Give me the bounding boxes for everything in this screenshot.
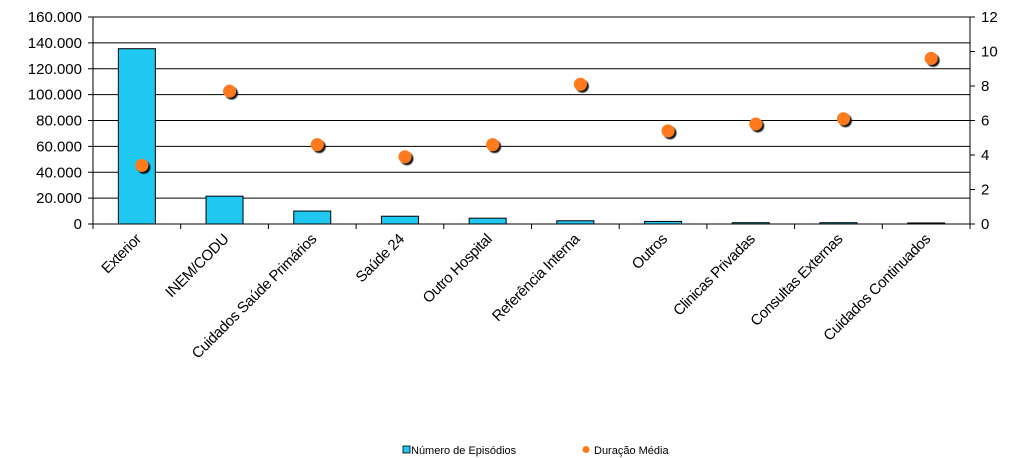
right-tick-label-5: 10 <box>981 44 998 61</box>
point-8 <box>836 112 850 126</box>
bar-2 <box>293 210 332 225</box>
right-tick-label-3: 6 <box>981 113 989 130</box>
left-axis-ticks: 0 20.000 40.000 60.000 80.000 100.000 120.000 1… <box>28 9 82 233</box>
category-label-4: Outro Hospital <box>420 231 496 307</box>
legend-item-bars: Número de Episódios <box>402 445 517 457</box>
legend: Número de Episódios Duração Média <box>402 445 669 457</box>
left-tick-label-7: 140.000 <box>28 35 82 52</box>
category-label-3: Saúde 24 <box>353 231 408 286</box>
right-tick-label-4: 8 <box>981 78 989 95</box>
legend-swatch-bars <box>402 445 411 454</box>
legend-swatch-points <box>582 446 590 453</box>
point-6 <box>661 124 675 138</box>
category-label-8: Consultas Externas <box>747 231 846 330</box>
left-tick-label-4: 80.000 <box>36 113 82 130</box>
bar-3 <box>380 215 419 225</box>
right-tick-label-6: 12 <box>981 9 998 26</box>
point-9 <box>924 51 938 65</box>
left-tick-label-3: 60.000 <box>36 138 82 155</box>
right-tick-label-1: 2 <box>981 182 989 199</box>
axes <box>88 16 975 229</box>
right-tick-label-0: 0 <box>981 216 989 233</box>
category-label-1: INEM/CODU <box>162 231 232 301</box>
left-tick-label-8: 160.000 <box>28 9 82 26</box>
bar-0 <box>117 48 156 225</box>
bar-1 <box>205 195 244 225</box>
point-2 <box>310 138 324 152</box>
left-tick-label-5: 100.000 <box>28 87 82 104</box>
left-tick-label-1: 20.000 <box>36 190 82 207</box>
right-tick-label-2: 4 <box>981 147 989 164</box>
category-label-5: Referência Interna <box>489 230 584 325</box>
point-4 <box>486 138 500 152</box>
legend-item-points: Duração Média <box>582 445 669 457</box>
point-3 <box>398 150 412 164</box>
category-label-7: Clinicas Privadas <box>670 231 759 320</box>
point-0 <box>135 158 149 172</box>
left-tick-label-2: 40.000 <box>36 164 82 181</box>
point-7 <box>749 117 763 131</box>
right-axis-ticks: 0 2 4 6 8 10 12 <box>981 9 998 233</box>
category-label-0: Exterior <box>98 231 145 278</box>
left-tick-label-0: 0 <box>74 216 82 233</box>
legend-label-bars: Número de Episódios <box>411 445 517 457</box>
bar-4 <box>468 217 507 225</box>
legend-label-points: Duração Média <box>594 445 669 457</box>
category-label-6: Outros <box>629 231 671 273</box>
point-5 <box>573 77 587 91</box>
gridlines <box>93 16 970 199</box>
left-tick-label-6: 120.000 <box>28 61 82 78</box>
point-1 <box>223 84 237 98</box>
scatter-series <box>135 51 938 172</box>
